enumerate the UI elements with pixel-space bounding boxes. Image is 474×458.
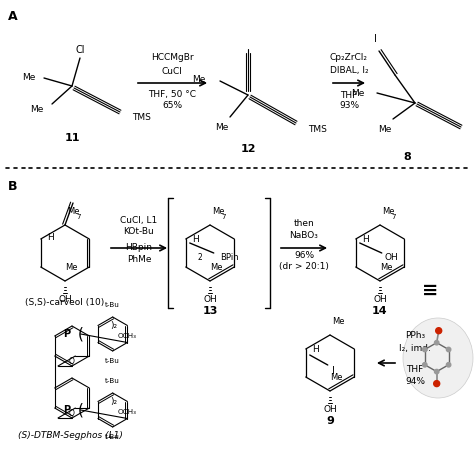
Text: OH: OH [385, 252, 399, 262]
Text: TMS: TMS [133, 114, 151, 122]
Text: Cp₂ZrCl₂: Cp₂ZrCl₂ [330, 54, 368, 62]
Text: HCCMgBr: HCCMgBr [151, 54, 193, 62]
Circle shape [435, 370, 439, 374]
Text: PhMe: PhMe [127, 256, 151, 265]
Text: Me: Me [212, 207, 225, 216]
Text: )₂: )₂ [110, 321, 118, 330]
Circle shape [423, 363, 427, 367]
Text: I₂, imd.: I₂, imd. [399, 344, 431, 353]
Text: t-Bu: t-Bu [105, 302, 120, 308]
Text: (: ( [78, 327, 83, 342]
Text: 14: 14 [372, 306, 388, 316]
Text: THF, 50 °C: THF, 50 °C [148, 91, 196, 99]
Text: H: H [192, 234, 199, 244]
Text: NaBO₃: NaBO₃ [290, 230, 319, 240]
Text: HBpin: HBpin [126, 244, 153, 252]
Text: OH: OH [323, 404, 337, 414]
Text: 7: 7 [392, 214, 396, 220]
Text: 94%: 94% [405, 376, 425, 386]
Text: P: P [63, 405, 70, 415]
Text: OH: OH [58, 294, 72, 304]
Text: then: then [293, 218, 314, 228]
Text: t-Bu: t-Bu [105, 378, 120, 384]
Text: 2: 2 [198, 252, 202, 262]
Text: DIBAL, I₂: DIBAL, I₂ [330, 66, 368, 76]
Text: Me: Me [210, 262, 222, 272]
Text: OCH₃: OCH₃ [118, 409, 137, 415]
Text: I: I [374, 34, 376, 44]
Text: (dr > 20:1): (dr > 20:1) [279, 262, 329, 272]
Circle shape [447, 347, 451, 352]
Text: 7: 7 [222, 214, 226, 220]
Text: TMS: TMS [309, 125, 328, 133]
Text: PPh₃: PPh₃ [405, 332, 425, 340]
Text: H: H [363, 234, 369, 244]
Text: 13: 13 [202, 306, 218, 316]
Text: Me: Me [330, 372, 342, 382]
Text: 7: 7 [77, 214, 81, 220]
Ellipse shape [403, 318, 473, 398]
Text: 9: 9 [326, 416, 334, 426]
Text: (S,S)-carveol (10): (S,S)-carveol (10) [26, 299, 105, 307]
Text: A: A [8, 10, 18, 23]
Text: OH: OH [203, 294, 217, 304]
Text: (S)-DTBM-Segphos (L1): (S)-DTBM-Segphos (L1) [18, 431, 122, 441]
Text: 11: 11 [64, 133, 80, 143]
Text: t-Bu: t-Bu [105, 434, 120, 440]
Text: 12: 12 [240, 144, 256, 154]
Text: Me: Me [23, 73, 36, 82]
Text: Me: Me [215, 122, 228, 131]
Text: Me: Me [332, 316, 345, 326]
Circle shape [434, 381, 440, 387]
Text: OCH₃: OCH₃ [118, 333, 137, 339]
Text: 65%: 65% [162, 102, 182, 110]
Text: Me: Me [67, 207, 80, 216]
Text: O: O [68, 356, 74, 365]
Text: Me: Me [192, 75, 206, 83]
Text: )₂: )₂ [110, 397, 118, 406]
Text: CuCl: CuCl [162, 66, 182, 76]
Text: BPin: BPin [220, 252, 239, 262]
Text: OH: OH [373, 294, 387, 304]
Text: B: B [8, 180, 18, 193]
Circle shape [436, 328, 442, 334]
Text: KOt-Bu: KOt-Bu [124, 228, 155, 236]
Text: t-Bu: t-Bu [105, 358, 120, 364]
Text: Me: Me [352, 88, 365, 98]
Text: H: H [47, 233, 54, 241]
Circle shape [447, 363, 451, 367]
Text: Me: Me [382, 207, 394, 216]
Circle shape [435, 340, 439, 345]
Text: ≡: ≡ [422, 280, 438, 300]
Text: 93%: 93% [339, 102, 359, 110]
Text: I: I [332, 366, 335, 376]
Circle shape [423, 347, 427, 352]
Text: 96%: 96% [294, 251, 314, 261]
Text: O: O [68, 409, 74, 418]
Text: 8: 8 [403, 152, 411, 162]
Text: P: P [63, 329, 70, 339]
Text: (: ( [78, 403, 83, 418]
Text: Me: Me [380, 262, 392, 272]
Text: CuCl, L1: CuCl, L1 [120, 216, 158, 224]
Text: H: H [312, 344, 319, 354]
Text: THF: THF [340, 91, 357, 99]
Text: Cl: Cl [75, 45, 85, 55]
Text: Me: Me [65, 262, 77, 272]
Text: Me: Me [378, 125, 392, 133]
Text: Me: Me [31, 105, 44, 114]
Text: THF: THF [406, 365, 424, 375]
